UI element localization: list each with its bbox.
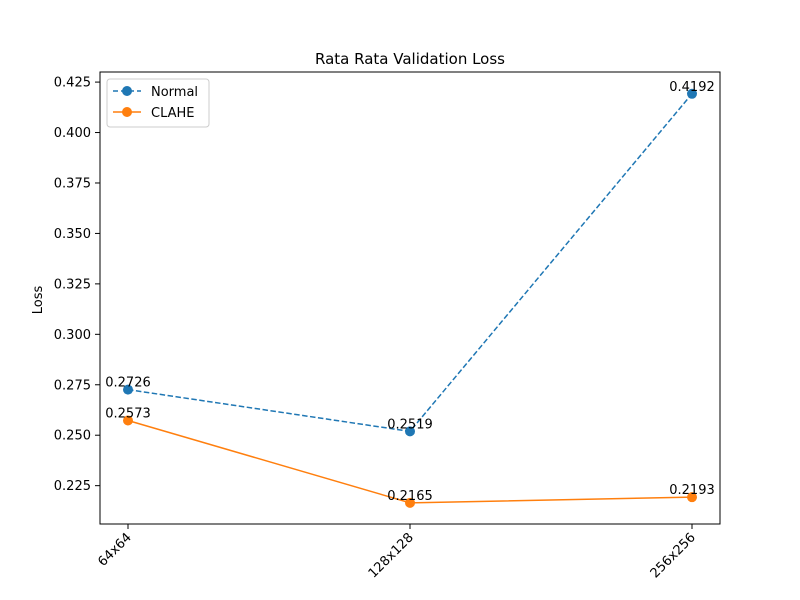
legend-label-clahe: CLAHE	[151, 106, 195, 121]
y-tick-label: 0.275	[54, 378, 91, 393]
plot-area: 0.2726 0.2519 0.4192 0.2573 0.2165 0.2193	[105, 80, 715, 508]
series-line-normal	[127, 93, 693, 433]
data-label-clahe: 0.2573	[105, 406, 151, 421]
legend-marker-normal	[122, 86, 132, 96]
data-label-normal: 0.2726	[105, 376, 151, 391]
data-label-normal: 0.4192	[669, 80, 715, 95]
y-axis-label: Loss	[31, 286, 46, 315]
legend-marker-clahe	[122, 107, 132, 117]
data-point-clahe	[123, 415, 133, 426]
y-axis: 0.225 0.250 0.275 0.300 0.325 0.350 0.375 0.400…	[54, 76, 100, 494]
plot-frame	[99, 71, 721, 525]
data-label-clahe: 0.2193	[669, 483, 715, 498]
y-tick-label: 0.375	[54, 176, 91, 191]
data-label-normal: 0.2519	[387, 417, 433, 432]
y-tick-label: 0.250	[54, 429, 91, 444]
data-point-normal	[687, 88, 697, 99]
legend: Normal CLAHE	[106, 78, 210, 128]
data-point-normal	[123, 384, 133, 395]
x-tick-label: 256x256	[648, 530, 699, 581]
x-tick-label: 64x64	[95, 530, 134, 569]
y-tick-label: 0.425	[54, 76, 91, 91]
y-tick-label: 0.350	[54, 227, 91, 242]
y-tick-label: 0.225	[54, 479, 91, 494]
y-tick-label: 0.300	[54, 328, 91, 343]
data-point-clahe	[687, 492, 697, 503]
data-label-clahe: 0.2165	[387, 489, 433, 504]
y-tick-label: 0.325	[54, 277, 91, 292]
y-tick-label: 0.400	[54, 126, 91, 141]
chart-title: Rata Rata Validation Loss	[315, 50, 505, 68]
x-axis: 64x64 128x128 256x256	[95, 524, 699, 581]
data-point-normal	[405, 426, 415, 437]
data-point-clahe	[405, 497, 415, 508]
x-tick-label: 128x128	[366, 530, 417, 581]
legend-label-normal: Normal	[151, 85, 198, 100]
